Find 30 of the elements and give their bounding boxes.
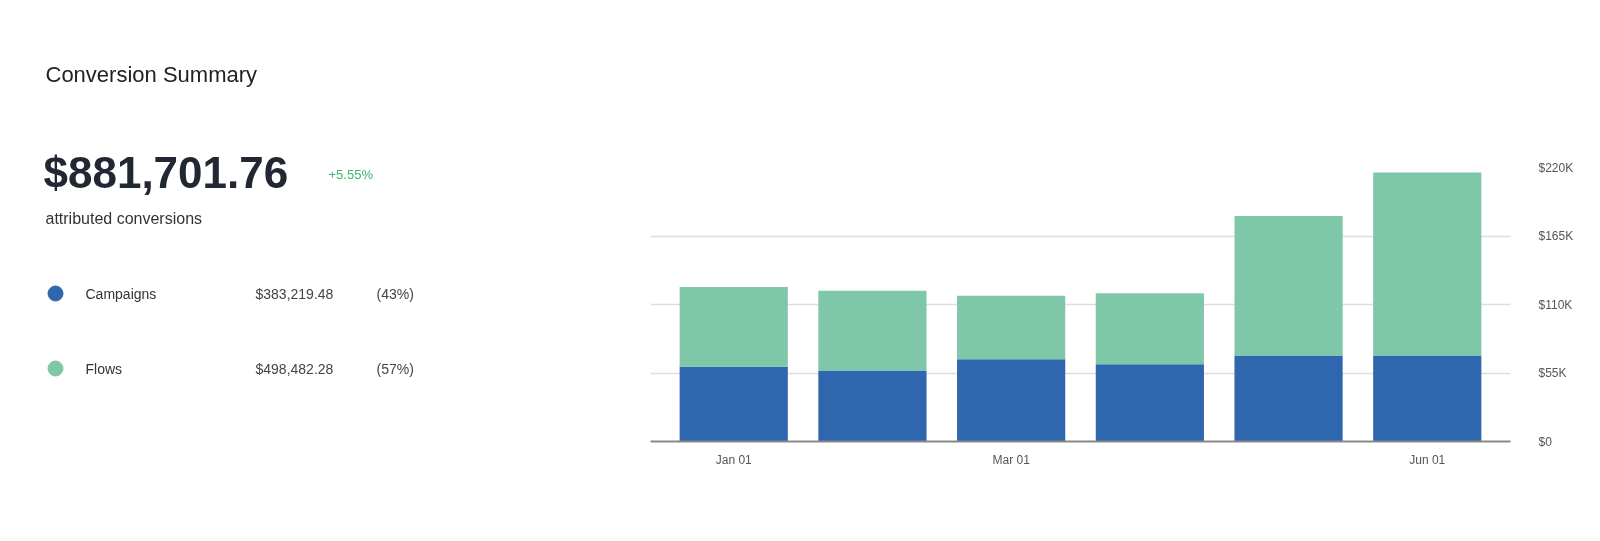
bar [1095,293,1204,365]
bar [1095,364,1204,442]
bar [679,287,788,367]
text: +5.55% [328,167,374,182]
y-tick-label: $220K [1538,160,1574,175]
y-tick-label: $0 [1538,434,1553,449]
text: Conversion Summary [45,62,258,87]
bar [1234,355,1343,442]
bar [957,359,1066,442]
text: $881,701.76 [43,148,289,197]
legend-label: Flows [85,360,123,377]
bar [818,370,927,442]
y-tick-label: $55K [1538,366,1567,380]
legend-label: Campaigns [85,285,157,302]
y-tick-label: $165K [1538,229,1574,243]
text: $498,482.28 [255,360,334,377]
bar [1373,172,1482,356]
text: (57%) [376,360,414,377]
x-tick-label: Mar 01 [992,452,1031,467]
x-tick-label: Jan 01 [715,452,753,467]
bar [818,290,927,371]
y-tick-label: $110K [1538,297,1573,312]
x-tick-label: Jun 01 [1409,452,1446,467]
text: (43%) [376,285,414,302]
text: $383,219.48 [255,285,334,302]
text: attributed conversions [45,210,203,227]
bar [957,295,1066,360]
bar [1373,355,1482,442]
bar [679,366,788,442]
bar [1234,216,1343,356]
